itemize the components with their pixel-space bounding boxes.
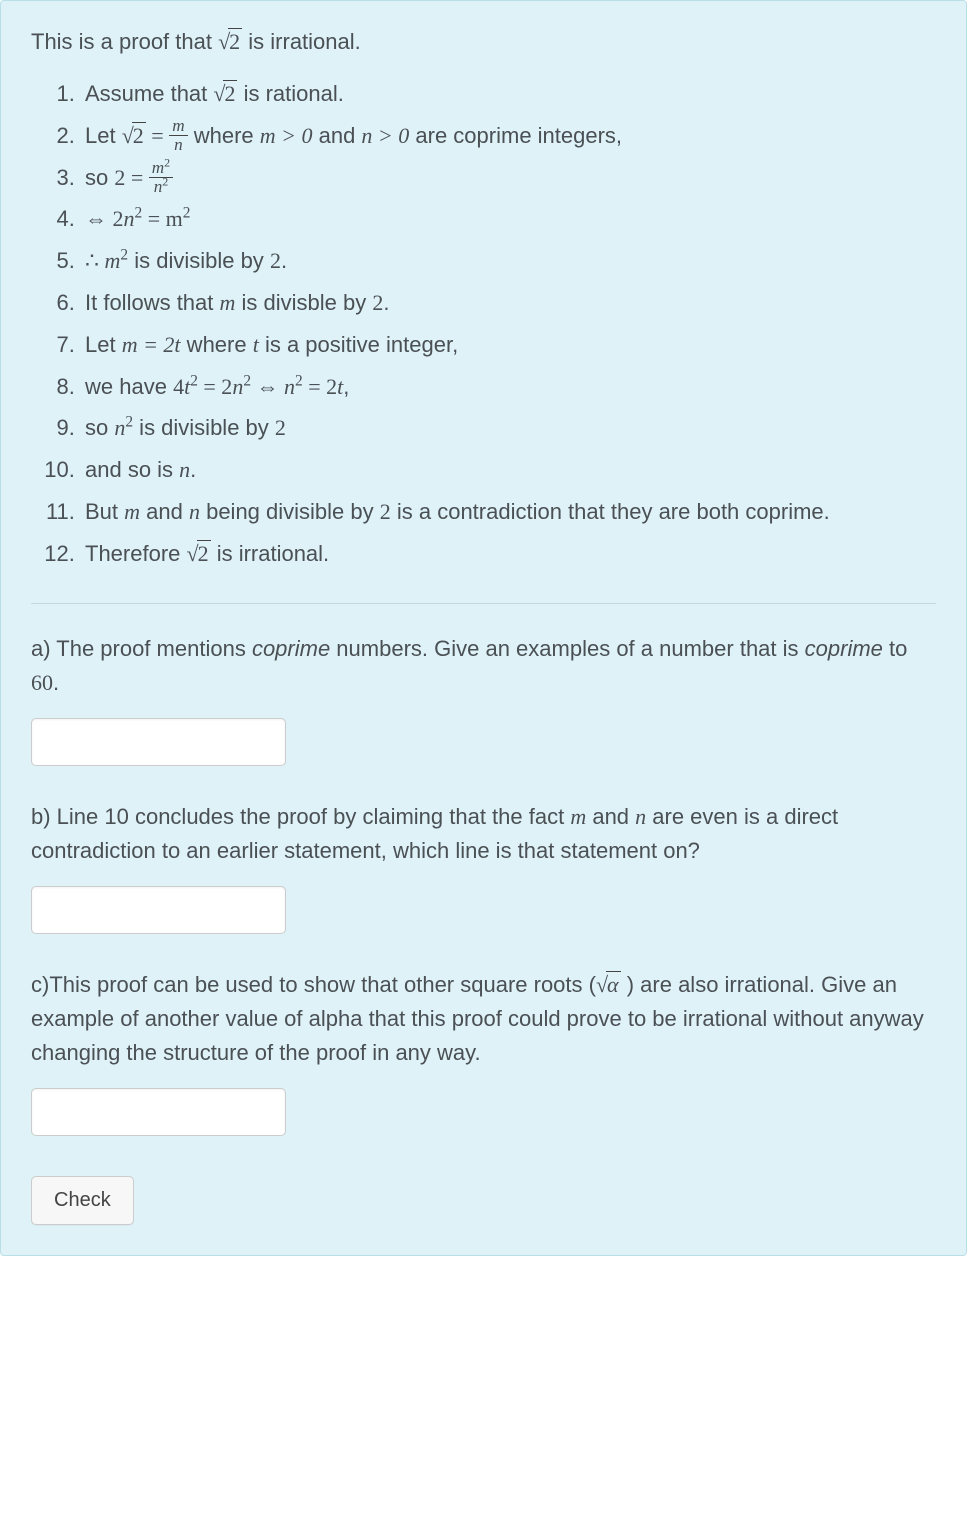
proof-step-11: But m and n being divisible by 2 is a co…: [81, 491, 936, 533]
section-divider: [31, 603, 936, 604]
sqrt-alpha: √α: [596, 968, 621, 1002]
proof-intro: This is a proof that √2 is irrational.: [31, 29, 936, 55]
proof-list: Assume that √2 is rational. Let √2 = mn …: [31, 73, 936, 575]
sqrt-2: √2: [187, 533, 211, 575]
proof-step-7: Let m = 2t where t is a positive integer…: [81, 324, 936, 366]
proof-step-5: ∴ m2 is divisible by 2.: [81, 240, 936, 282]
question-card: This is a proof that √2 is irrational. A…: [0, 0, 967, 1256]
intro-text-pre: This is a proof that: [31, 29, 218, 54]
proof-step-12: Therefore √2 is irrational.: [81, 533, 936, 575]
question-b: b) Line 10 concludes the proof by claimi…: [31, 800, 936, 868]
check-button[interactable]: Check: [31, 1176, 134, 1225]
proof-step-3: so 2 = m2n2: [81, 157, 936, 199]
proof-step-4: ⇔ 2n2 = m2: [81, 198, 936, 240]
proof-step-6: It follows that m is divisble by 2.: [81, 282, 936, 324]
sqrt-2: √2: [218, 29, 242, 55]
proof-step-9: so n2 is divisible by 2: [81, 407, 936, 449]
proof-step-1: Assume that √2 is rational.: [81, 73, 936, 115]
proof-step-8: we have 4t2 = 2n2 ⇔ n2 = 2t,: [81, 366, 936, 408]
sqrt-2: √2: [213, 73, 237, 115]
question-c: c)This proof can be used to show that ot…: [31, 968, 936, 1070]
answer-input-b[interactable]: [31, 886, 286, 934]
fraction-m-over-n: mn: [169, 117, 187, 154]
fraction-m2-over-n2: m2n2: [149, 159, 173, 196]
proof-step-2: Let √2 = mn where m > 0 and n > 0 are co…: [81, 115, 936, 157]
proof-step-10: and so is n.: [81, 449, 936, 491]
answer-input-c[interactable]: [31, 1088, 286, 1136]
answer-input-a[interactable]: [31, 718, 286, 766]
intro-text-post: is irrational.: [242, 29, 361, 54]
sqrt-2: √2: [122, 115, 146, 157]
question-a: a) The proof mentions coprime numbers. G…: [31, 632, 936, 700]
